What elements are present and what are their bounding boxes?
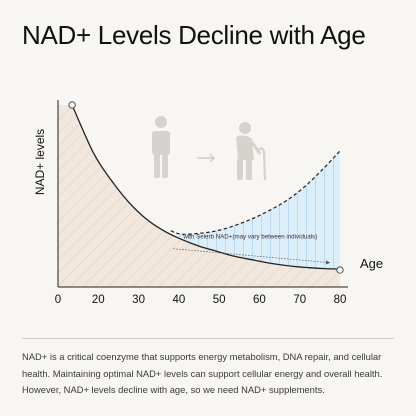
supplement-curve <box>170 150 341 235</box>
x-tick-label: 60 <box>253 294 266 306</box>
x-tick-label: 80 <box>334 294 347 306</box>
curve-end-point <box>336 266 344 274</box>
x-tick-label: 50 <box>213 294 226 306</box>
y-axis-label: NAD+ levels <box>33 129 47 195</box>
x-tick-label: 30 <box>132 294 145 306</box>
annotation-arrow <box>173 248 331 265</box>
x-axis-label: Age <box>360 256 383 271</box>
divider <box>22 338 394 339</box>
young-person-icon <box>152 116 170 178</box>
supplement-area <box>170 150 340 270</box>
x-tick-label: 70 <box>293 294 306 306</box>
x-tick-label: 40 <box>172 294 185 306</box>
illustration <box>152 116 267 181</box>
description-text: NAD+ is a critical coenzyme that support… <box>22 351 383 395</box>
annotation-label: with Selerb NAD+(may vary between indivi… <box>182 234 317 241</box>
elderly-person-with-cane-icon <box>236 122 267 181</box>
arrow-right-icon <box>197 153 215 163</box>
x-tick-label: 0 <box>55 294 61 306</box>
x-tick-label: 20 <box>92 294 105 306</box>
page-title: NAD+ Levels Decline with Age <box>22 20 366 50</box>
decline-curve <box>71 104 341 270</box>
decline-area <box>58 105 340 287</box>
curve-start-point <box>68 101 76 109</box>
